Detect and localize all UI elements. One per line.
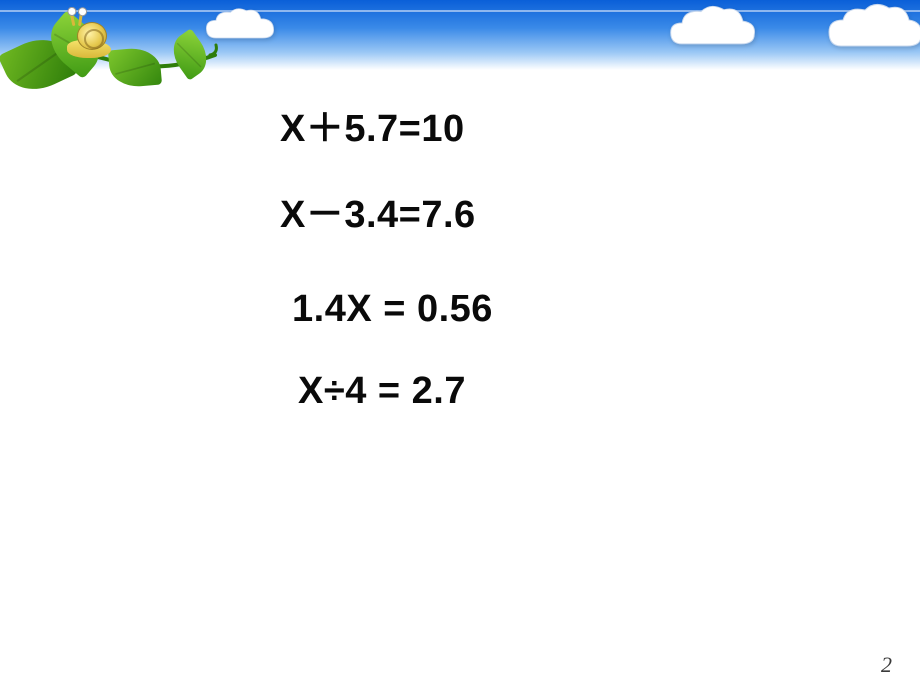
page-number: 2 [881, 652, 892, 678]
vine-decoration [0, 10, 240, 100]
equation-2: X－3.4=7.6 [280, 196, 700, 234]
cloud-icon [825, 2, 920, 52]
equation-3: 1.4X = 0.56 [292, 290, 700, 328]
cloud-icon [665, 4, 760, 52]
snail-icon [65, 18, 115, 60]
equation-4: X÷4 = 2.7 [298, 372, 700, 410]
equations-block: X＋5.7=10 X－3.4=7.6 1.4X = 0.56 X÷4 = 2.7 [280, 110, 700, 410]
equation-1: X＋5.7=10 [280, 110, 700, 148]
